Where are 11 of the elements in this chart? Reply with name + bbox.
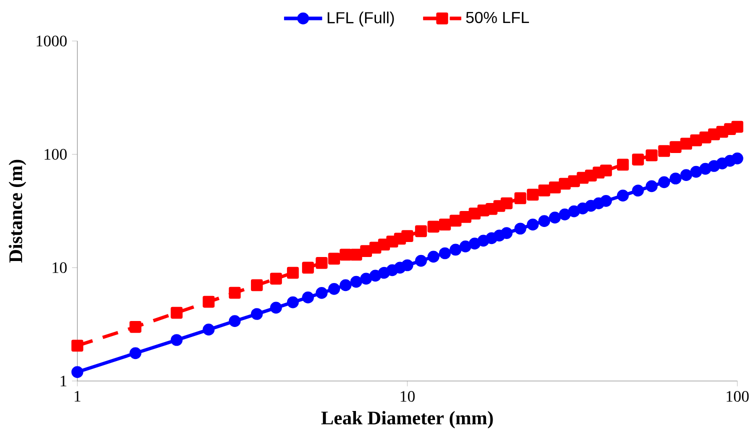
legend-label: LFL (Full) bbox=[328, 12, 394, 26]
y-tick-label: 100 bbox=[44, 148, 67, 160]
y-tick-label: 10 bbox=[52, 262, 67, 274]
y-tick-label: 1 bbox=[60, 376, 66, 386]
x-tick-label: 100 bbox=[726, 390, 749, 402]
x-tick-label: 10 bbox=[400, 390, 415, 402]
y-tick-label: 1000 bbox=[36, 36, 67, 46]
x-axis-title: Leak Diameter (mm) bbox=[321, 410, 493, 428]
y-axis-title: Distance (m) bbox=[8, 160, 26, 263]
legend-label: 50% LFL bbox=[466, 12, 529, 24]
x-tick-label: 1 bbox=[74, 391, 80, 402]
